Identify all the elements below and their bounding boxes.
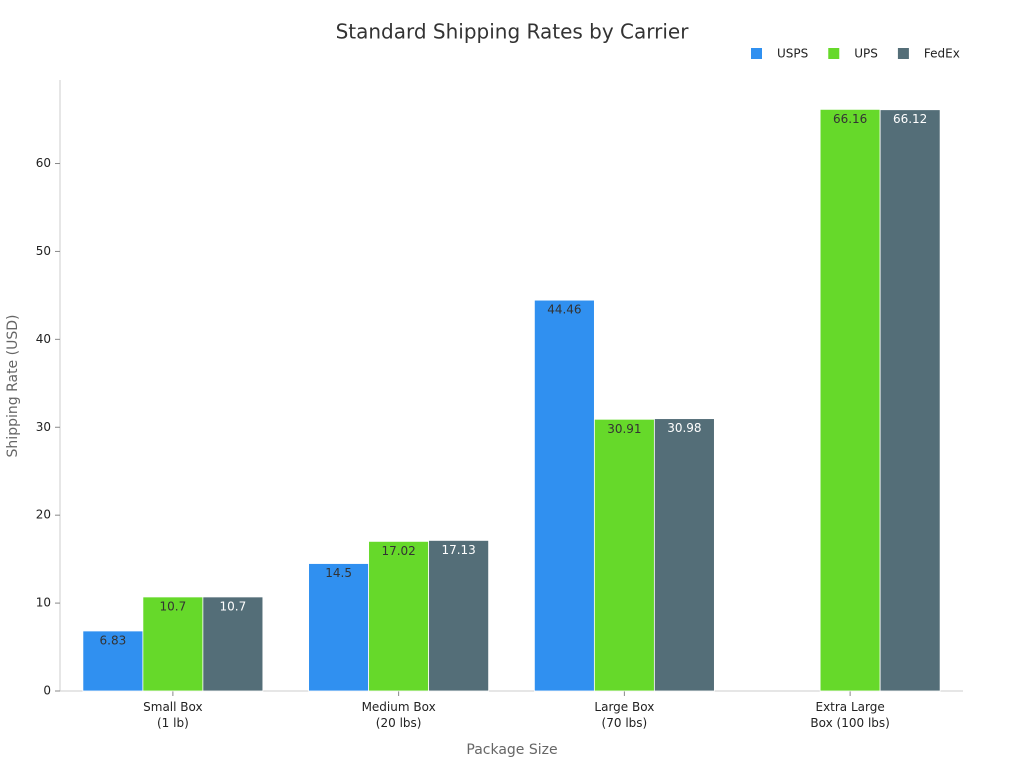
x-tick-label: Medium Box (20 lbs) xyxy=(362,700,436,730)
bar xyxy=(533,299,595,692)
bar xyxy=(142,596,204,692)
y-tick-label: 40 xyxy=(36,332,51,346)
legend-swatch xyxy=(897,48,909,59)
value-label: 10.7 xyxy=(220,599,247,613)
bar xyxy=(202,596,264,692)
legend-label: FedEx xyxy=(924,47,960,61)
bar xyxy=(308,563,370,692)
legend-label: UPS xyxy=(854,47,878,61)
y-tick-label: 60 xyxy=(36,156,51,170)
bar xyxy=(653,418,715,692)
bar xyxy=(879,109,941,692)
value-label: 6.83 xyxy=(100,633,127,647)
value-label: 30.98 xyxy=(667,421,701,435)
y-tick-label: 30 xyxy=(36,420,51,434)
y-tick-label: 50 xyxy=(36,244,51,258)
value-label: 17.13 xyxy=(441,543,475,557)
value-label: 44.46 xyxy=(547,303,581,317)
x-tick-label: Small Box (1 lb) xyxy=(143,700,202,730)
bar xyxy=(819,108,881,692)
value-label: 30.91 xyxy=(607,422,641,436)
value-label: 66.16 xyxy=(833,112,867,126)
value-label: 66.12 xyxy=(893,112,927,126)
y-tick-label: 20 xyxy=(36,508,51,522)
y-tick-label: 0 xyxy=(43,684,51,698)
y-tick-label: 10 xyxy=(36,596,51,610)
x-tick-label: Large Box (70 lbs) xyxy=(594,700,654,730)
value-label: 17.02 xyxy=(381,544,415,558)
legend-swatch xyxy=(751,48,762,59)
bar xyxy=(593,418,655,692)
x-tick-label: Extra Large Box (100 lbs) xyxy=(810,700,889,730)
value-label: 14.5 xyxy=(325,566,352,580)
x-axis-title: Package Size xyxy=(466,742,557,758)
chart-title: Standard Shipping Rates by Carrier xyxy=(336,20,690,44)
bar xyxy=(428,540,490,692)
value-label: 10.7 xyxy=(160,599,187,613)
bar xyxy=(368,540,430,692)
y-axis-title: Shipping Rate (USD) xyxy=(5,315,21,458)
legend-label: USPS xyxy=(777,47,808,61)
legend-swatch xyxy=(828,48,840,59)
